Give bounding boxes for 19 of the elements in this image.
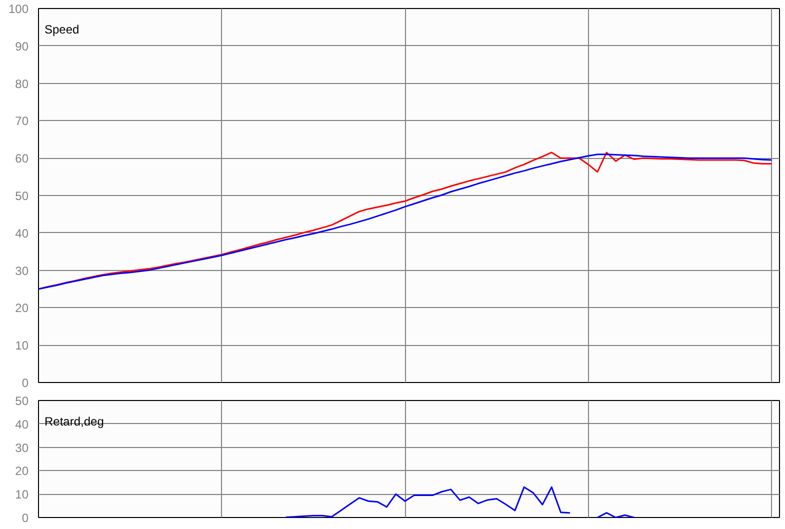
y-tick-label: 50 <box>15 189 29 203</box>
y-tick-label: 60 <box>15 152 29 166</box>
text: Speed <box>44 22 80 36</box>
y-tick-label: 40 <box>15 226 29 240</box>
y-tick-label: 10 <box>15 488 29 502</box>
text: Retard,deg <box>44 414 104 428</box>
y-tick-label: 40 <box>15 417 29 432</box>
y-tick-label: 0 <box>22 376 29 390</box>
y-tick-label: 10 <box>15 338 29 353</box>
y-tick-label: 90 <box>15 39 29 54</box>
y-tick-label: 30 <box>15 440 29 455</box>
y-tick-label: 0 <box>22 511 29 525</box>
y-tick-label: 70 <box>15 114 29 128</box>
y-tick-label: 20 <box>15 301 29 316</box>
y-tick-label: 100 <box>8 2 29 16</box>
y-tick-label: 50 <box>15 394 29 408</box>
y-tick-label: 80 <box>15 76 29 91</box>
y-tick-label: 20 <box>15 464 29 478</box>
y-tick-label: 30 <box>15 264 29 278</box>
